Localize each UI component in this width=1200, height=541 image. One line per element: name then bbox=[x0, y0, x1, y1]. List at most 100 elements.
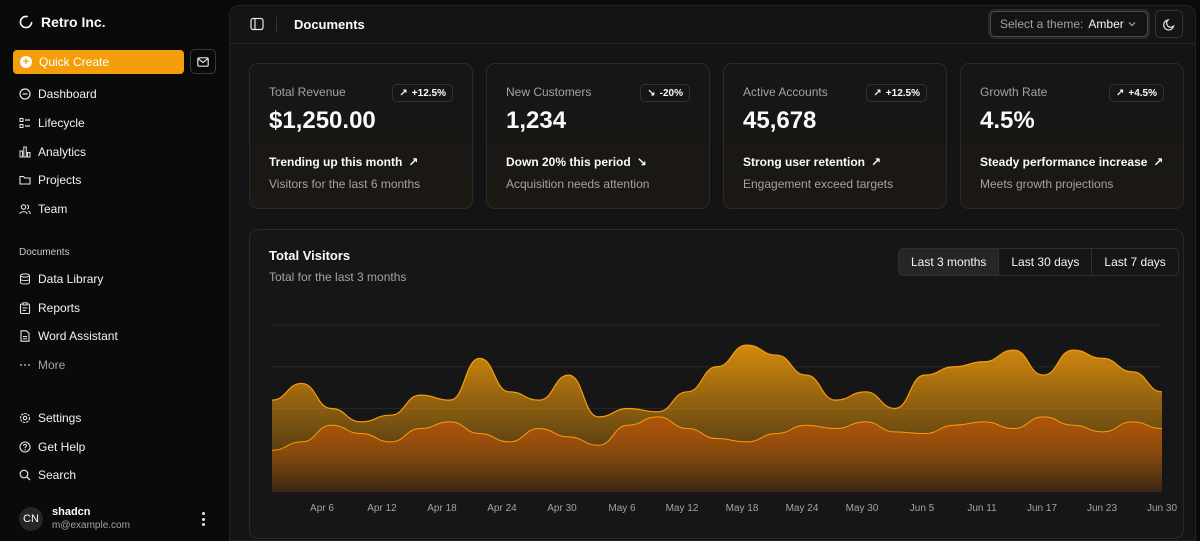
range-last-3-months[interactable]: Last 3 months bbox=[899, 249, 999, 275]
stat-description: Engagement exceed targets bbox=[743, 177, 894, 191]
list-icon bbox=[19, 117, 31, 129]
stat-value: 45,678 bbox=[743, 107, 817, 134]
sidebar-item-word-assistant[interactable]: Word Assistant bbox=[19, 326, 118, 346]
sidebar-item-label: Get Help bbox=[38, 440, 86, 454]
visitors-chart-card: Total Visitors Total for the last 3 mont… bbox=[249, 229, 1184, 539]
stat-value: $1,250.00 bbox=[269, 107, 376, 134]
range-toggle-group: Last 3 months Last 30 days Last 7 days bbox=[898, 248, 1179, 276]
sidebar-item-label: Team bbox=[38, 202, 68, 216]
sidebar-item-lifecycle[interactable]: Lifecycle bbox=[19, 113, 85, 133]
file-icon bbox=[19, 330, 31, 342]
stat-label: Growth Rate bbox=[980, 85, 1048, 99]
range-last-7-days[interactable]: Last 7 days bbox=[1091, 249, 1177, 275]
stat-description: Visitors for the last 6 months bbox=[269, 177, 421, 191]
series-line-secondary bbox=[271, 416, 1163, 451]
sidebar-item-projects[interactable]: Projects bbox=[19, 170, 81, 190]
main-panel: Documents Select a theme: Amber Total Re… bbox=[229, 5, 1196, 541]
badge-value: +12.5% bbox=[411, 87, 446, 99]
trend-text: Steady performance increase bbox=[980, 155, 1148, 169]
trend-up-icon: ↗ bbox=[1153, 155, 1164, 169]
gear-icon bbox=[19, 412, 31, 424]
x-tick-label: Jun 17 bbox=[1027, 503, 1057, 514]
x-tick-label: Apr 30 bbox=[547, 503, 577, 514]
stat-description: Meets growth projections bbox=[980, 177, 1114, 191]
trend-down-icon: ↘ bbox=[636, 155, 647, 169]
sidebar-item-label: Word Assistant bbox=[38, 329, 118, 343]
x-tick-label: May 18 bbox=[726, 503, 759, 514]
help-circle-icon bbox=[19, 441, 31, 453]
dark-mode-toggle[interactable] bbox=[1155, 10, 1183, 38]
sidebar-item-reports[interactable]: Reports bbox=[19, 298, 80, 318]
mail-icon bbox=[197, 56, 209, 67]
stat-description: Acquisition needs attention bbox=[506, 177, 650, 191]
trend-text: Down 20% this period bbox=[506, 155, 631, 169]
user-menu[interactable]: CN shadcn m@example.com bbox=[19, 506, 130, 531]
trend-up-icon: ↗ bbox=[1115, 87, 1125, 99]
sidebar-item-settings[interactable]: Settings bbox=[19, 408, 81, 428]
x-tick-label: Jun 5 bbox=[910, 503, 935, 514]
dashboard-icon bbox=[19, 88, 31, 100]
badge-value: +4.5% bbox=[1128, 87, 1157, 99]
sidebar-item-search[interactable]: Search bbox=[19, 465, 76, 485]
x-tick-label: Jun 11 bbox=[967, 503, 997, 514]
stat-value: 1,234 bbox=[506, 107, 567, 134]
x-tick-label: Apr 12 bbox=[367, 503, 397, 514]
trend-up-icon: ↗ bbox=[871, 155, 882, 169]
trend-down-icon: ↘ bbox=[647, 87, 656, 99]
x-tick-label: Apr 24 bbox=[487, 503, 517, 514]
sidebar-item-label: More bbox=[38, 358, 66, 372]
status-badge: ↗ +12.5% bbox=[392, 84, 453, 102]
trend-up-icon: ↗ bbox=[408, 155, 419, 169]
avatar: CN bbox=[19, 506, 43, 531]
clipboard-icon bbox=[19, 302, 31, 314]
x-tick-label: Jun 30 bbox=[1147, 503, 1177, 514]
range-last-30-days[interactable]: Last 30 days bbox=[998, 249, 1091, 275]
visitors-area-chart[interactable]: Apr 6 Apr 12 Apr 18 Apr 24 Apr 30 May 6 May 12… bbox=[250, 230, 1185, 540]
x-tick-label: Apr 18 bbox=[427, 503, 457, 514]
x-tick-label: Jun 23 bbox=[1087, 503, 1117, 514]
theme-select-label: Select a theme: bbox=[1000, 17, 1084, 31]
stat-label: Active Accounts bbox=[743, 85, 828, 99]
page-title: Documents bbox=[294, 17, 365, 32]
trend-text: Trending up this month bbox=[269, 155, 403, 169]
logo-circle-icon bbox=[19, 15, 33, 29]
sidebar-item-data-library[interactable]: Data Library bbox=[19, 269, 103, 289]
sidebar-item-more[interactable]: More bbox=[19, 355, 65, 375]
sidebar-item-label: Lifecycle bbox=[38, 116, 85, 130]
more-horizontal-icon bbox=[19, 359, 31, 371]
sidebar: Retro Inc. + Quick Create Dashboard Life… bbox=[0, 0, 229, 541]
trend-text: Strong user retention bbox=[743, 155, 866, 169]
x-tick-label: May 12 bbox=[666, 503, 699, 514]
brand[interactable]: Retro Inc. bbox=[19, 14, 106, 30]
sidebar-item-label: Projects bbox=[38, 173, 82, 187]
sidebar-item-get-help[interactable]: Get Help bbox=[19, 437, 85, 457]
sidebar-item-dashboard[interactable]: Dashboard bbox=[19, 84, 97, 104]
chevron-down-icon bbox=[1127, 18, 1137, 32]
trend-up-icon: ↗ bbox=[873, 87, 882, 99]
sidebar-item-label: Settings bbox=[38, 411, 82, 425]
stat-value: 4.5% bbox=[980, 107, 1035, 134]
sidebar-item-analytics[interactable]: Analytics bbox=[19, 142, 86, 162]
more-vertical-icon[interactable] bbox=[198, 512, 208, 526]
sidebar-toggle-icon[interactable] bbox=[250, 17, 264, 31]
sidebar-item-team[interactable]: Team bbox=[19, 199, 67, 219]
series-line-total bbox=[271, 344, 1163, 423]
x-tick-label: May 6 bbox=[608, 503, 636, 514]
stat-trend: Down 20% this period ↘ bbox=[506, 155, 647, 169]
stat-card-new-customers: New Customers ↘ -20% 1,234 Down 20% this … bbox=[486, 63, 710, 209]
divider bbox=[276, 17, 277, 33]
user-name: shadcn bbox=[52, 506, 91, 518]
x-tick-label: May 24 bbox=[786, 503, 819, 514]
status-badge: ↗ +12.5% bbox=[866, 84, 927, 102]
theme-select[interactable]: Select a theme: Amber bbox=[990, 11, 1148, 37]
folder-icon bbox=[19, 174, 31, 186]
inbox-button[interactable] bbox=[190, 49, 216, 74]
quick-create-button[interactable]: + Quick Create bbox=[13, 50, 184, 74]
moon-icon bbox=[1162, 18, 1175, 31]
stat-card-growth-rate: Growth Rate ↗ +4.5% 4.5% Steady performan… bbox=[960, 63, 1184, 209]
sidebar-item-label: Data Library bbox=[38, 272, 104, 286]
stat-label: New Customers bbox=[506, 85, 592, 99]
chart-subtitle: Total for the last 3 months bbox=[269, 270, 407, 284]
user-email: m@example.com bbox=[52, 520, 130, 531]
badge-value: -20% bbox=[659, 87, 683, 99]
